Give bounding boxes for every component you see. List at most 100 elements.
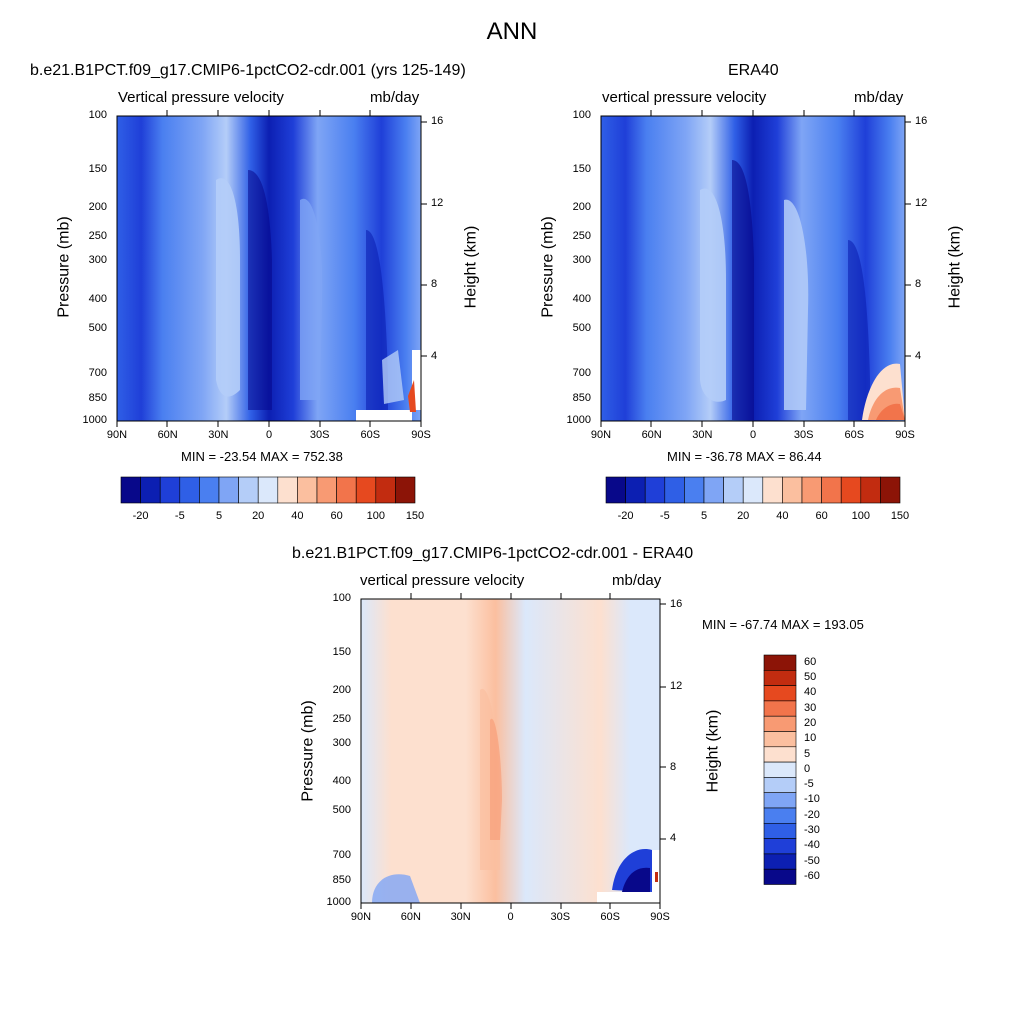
colorbar-swatch (238, 476, 259, 504)
colorbar-swatch (684, 476, 705, 504)
panel3-title: b.e21.B1PCT.f09_g17.CMIP6-1pctCO2-cdr.00… (292, 545, 694, 562)
x-tick-label: 30N (208, 429, 229, 441)
y-tick-label: 850 (332, 874, 351, 887)
y-tick-label: 700 (332, 848, 351, 861)
y-tick-label: 100 (572, 109, 591, 121)
colorbar-swatch (218, 476, 239, 504)
colorbar-label: 20 (252, 510, 265, 522)
x-tick-label: 90S (650, 911, 670, 923)
y2-tick-label: 8 (915, 278, 922, 291)
colorbar-label: 100 (851, 510, 870, 522)
x-tick-label: 60N (641, 429, 662, 441)
colorbar-label: 20 (804, 716, 817, 729)
x-tick-label: 0 (507, 911, 514, 923)
colorbar-swatch (742, 476, 764, 504)
colorbar-label: 40 (291, 510, 304, 522)
colorbar-swatch (763, 685, 797, 702)
colorbar-swatch (880, 476, 901, 504)
colorbar-label: 5 (700, 510, 708, 522)
x-tick-label: 60S (844, 429, 865, 441)
panel2-tickmarks (600, 110, 911, 427)
y-tick-label: 850 (572, 392, 591, 405)
colorbar-swatch (297, 476, 318, 504)
colorbar-swatch (762, 476, 783, 504)
colorbar-swatch (199, 476, 220, 504)
colorbar-label: 150 (890, 510, 910, 522)
colorbar-label: 30 (804, 701, 817, 714)
colorbar-label: -5 (659, 510, 670, 522)
colorbar-label: 0 (804, 762, 811, 775)
colorbar-swatch (763, 731, 797, 748)
y2-tick-label: 16 (670, 598, 683, 611)
panel2-units-label: mb/day (854, 89, 904, 106)
y2-tick-label: 4 (431, 349, 438, 362)
colorbar-label: 60 (815, 510, 828, 522)
panel1-ylabel: Pressure (mb) (55, 216, 73, 318)
colorbar-swatch (605, 476, 626, 504)
panel3-left-label: vertical pressure velocity (360, 572, 525, 589)
panel2-plot (600, 115, 906, 422)
panel1-units-label: mb/day (370, 89, 420, 106)
y-tick-label: 150 (572, 162, 591, 175)
y-tick-label: 1000 (326, 896, 351, 908)
x-tick-label: 0 (265, 429, 273, 441)
y-tick-label: 400 (88, 292, 107, 305)
figure-title: ANN (486, 18, 538, 45)
panel1-left-label: Vertical pressure velocity (118, 89, 284, 106)
colorbar-swatch (277, 476, 298, 504)
y2-tick-label: 16 (915, 115, 928, 128)
colorbar-label: 10 (804, 732, 817, 745)
colorbar-swatch (140, 476, 161, 504)
x-tick-label: 90N (590, 429, 612, 441)
y-tick-label: 700 (88, 366, 107, 379)
colorbar-label: -5 (804, 778, 814, 791)
y2-tick-label: 4 (670, 832, 677, 845)
colorbar-label: 150 (405, 510, 425, 522)
colorbar-swatch (179, 476, 200, 504)
y-tick-label: 700 (572, 366, 591, 379)
colorbars (120, 476, 901, 885)
y-tick-label: 850 (88, 392, 107, 405)
y-tick-label: 200 (332, 683, 351, 696)
y-tick-label: 300 (332, 737, 351, 749)
y2-tick-label: 12 (431, 197, 444, 210)
colorbar-label: 60 (804, 655, 817, 668)
colorbar-label: -5 (174, 510, 185, 522)
colorbar-swatch (336, 476, 357, 504)
colorbar-swatch (763, 700, 797, 717)
y-tick-label: 300 (88, 254, 107, 267)
colorbar-label: -20 (132, 510, 149, 522)
y-tick-label: 100 (332, 592, 351, 604)
colorbar-swatch (120, 476, 141, 504)
colorbar-label: 60 (330, 510, 343, 522)
y-tick-label: 400 (572, 292, 591, 305)
colorbar-swatch (763, 777, 797, 794)
panel2-left-label: vertical pressure velocity (602, 89, 767, 106)
y-tick-label: 250 (572, 230, 591, 243)
y-tick-label: 100 (88, 109, 107, 121)
panel3-ylabel: Pressure (mb) (299, 700, 317, 802)
x-tick-label: 30S (550, 911, 571, 923)
colorbar-swatch (316, 476, 337, 504)
y-tick-label: 300 (572, 254, 591, 267)
colorbar-label: -50 (804, 854, 820, 867)
colorbar-swatch (763, 669, 797, 686)
colorbar-swatch (763, 715, 797, 732)
y2-tick-label: 12 (670, 680, 683, 693)
x-tick-label: 90S (895, 429, 915, 441)
colorbar-label: 40 (804, 686, 817, 699)
colorbar-swatch (860, 476, 881, 504)
x-tick-label: 90N (350, 911, 372, 923)
y-tick-label: 200 (88, 200, 107, 213)
colorbar-label: 5 (804, 747, 811, 760)
colorbar-swatch (257, 476, 279, 504)
panel1-tickmarks (116, 110, 427, 427)
x-tick-label: 60N (400, 911, 421, 923)
y2-tick-label: 16 (431, 115, 444, 128)
y2-tick-label: 4 (915, 349, 922, 362)
panel1-plot (116, 115, 422, 422)
y-tick-label: 500 (332, 804, 351, 817)
colorbar-swatch (763, 654, 797, 671)
x-tick-label: 60S (360, 429, 381, 441)
